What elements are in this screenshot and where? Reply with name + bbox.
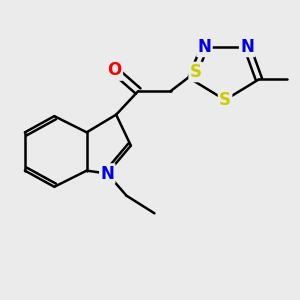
Text: N: N bbox=[240, 38, 254, 56]
Text: N: N bbox=[197, 38, 212, 56]
Text: S: S bbox=[190, 63, 202, 81]
Text: O: O bbox=[107, 61, 122, 80]
Text: S: S bbox=[219, 91, 231, 109]
Text: N: N bbox=[100, 165, 114, 183]
